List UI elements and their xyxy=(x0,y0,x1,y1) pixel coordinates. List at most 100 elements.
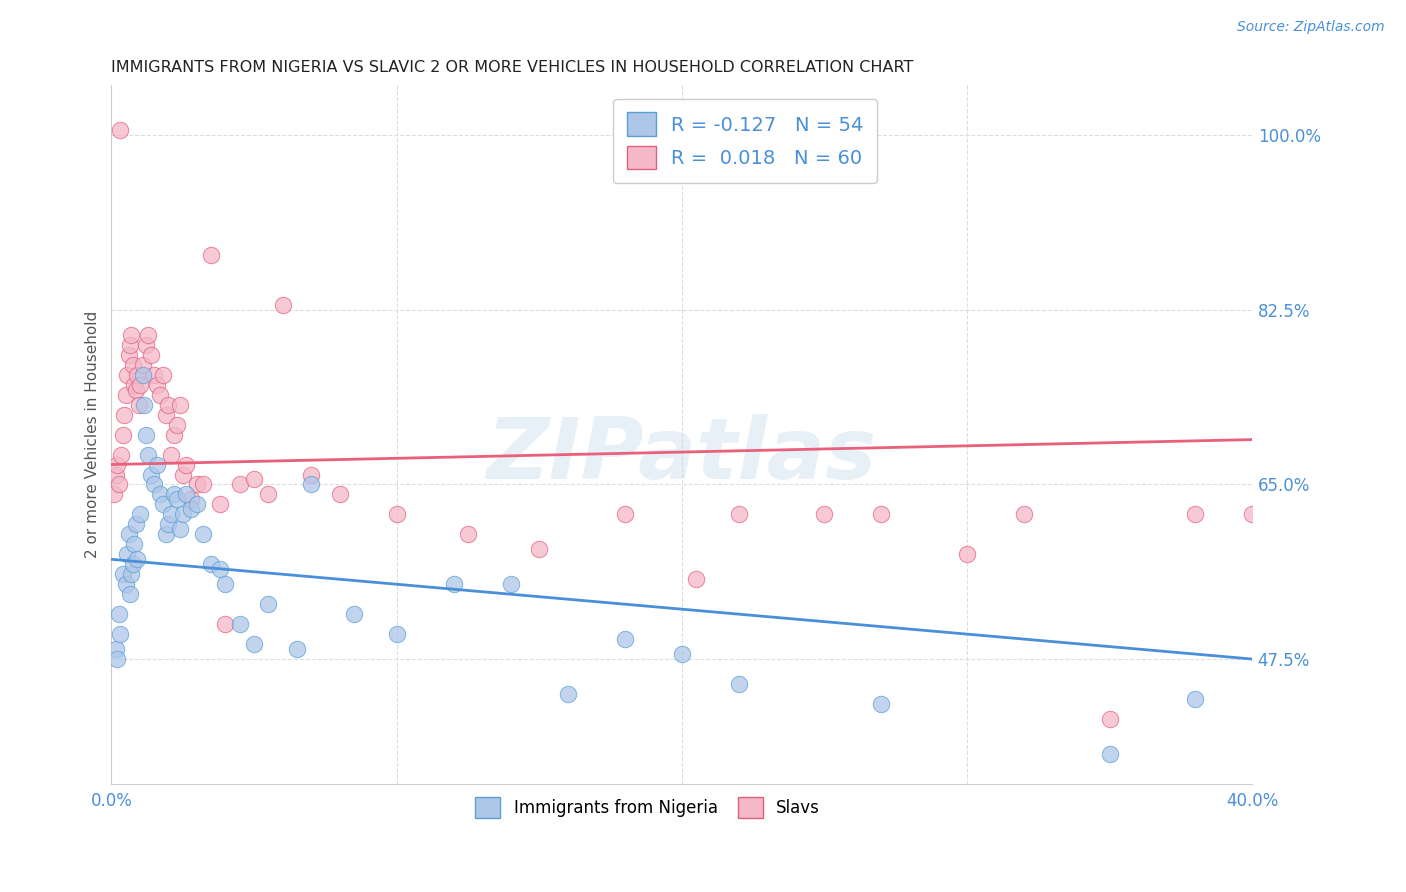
Point xyxy=(208,562,231,576)
Point xyxy=(120,327,142,342)
Point xyxy=(141,467,163,482)
Point xyxy=(285,642,308,657)
Legend: Immigrants from Nigeria, Slavs: Immigrants from Nigeria, Slavs xyxy=(468,790,827,824)
Point xyxy=(111,567,134,582)
Point xyxy=(157,398,180,412)
Point xyxy=(243,473,266,487)
Point xyxy=(163,427,186,442)
Point xyxy=(214,617,236,632)
Point xyxy=(121,358,143,372)
Point xyxy=(271,298,294,312)
Point xyxy=(443,577,465,591)
Point xyxy=(122,377,145,392)
Point xyxy=(166,417,188,432)
Point xyxy=(214,577,236,591)
Point xyxy=(129,508,152,522)
Point xyxy=(114,577,136,591)
Y-axis label: 2 or more Vehicles in Household: 2 or more Vehicles in Household xyxy=(86,311,100,558)
Point xyxy=(146,458,169,472)
Text: IMMIGRANTS FROM NIGERIA VS SLAVIC 2 OR MORE VEHICLES IN HOUSEHOLD CORRELATION CH: IMMIGRANTS FROM NIGERIA VS SLAVIC 2 OR M… xyxy=(111,60,914,75)
Point xyxy=(527,542,550,557)
Point xyxy=(115,547,138,561)
Point xyxy=(125,368,148,382)
Point xyxy=(813,508,835,522)
Point xyxy=(870,697,893,711)
Point xyxy=(110,448,132,462)
Point xyxy=(186,498,208,512)
Point xyxy=(132,358,155,372)
Point xyxy=(257,487,280,501)
Point xyxy=(111,427,134,442)
Point xyxy=(152,498,174,512)
Point xyxy=(956,547,979,561)
Point xyxy=(108,123,131,137)
Point xyxy=(120,567,142,582)
Point xyxy=(104,467,127,482)
Point xyxy=(685,572,707,586)
Point xyxy=(191,527,214,541)
Point xyxy=(613,508,636,522)
Point xyxy=(107,477,129,491)
Point xyxy=(124,383,146,397)
Point xyxy=(174,487,197,501)
Text: Source: ZipAtlas.com: Source: ZipAtlas.com xyxy=(1237,20,1385,34)
Point xyxy=(163,487,186,501)
Point xyxy=(107,607,129,622)
Point xyxy=(152,368,174,382)
Point xyxy=(174,458,197,472)
Point xyxy=(727,677,749,691)
Point xyxy=(157,517,180,532)
Point xyxy=(385,627,408,641)
Point xyxy=(143,368,166,382)
Point xyxy=(229,477,252,491)
Point xyxy=(135,427,157,442)
Point xyxy=(200,248,222,262)
Point xyxy=(243,637,266,651)
Point xyxy=(105,458,128,472)
Point xyxy=(1098,747,1121,761)
Point xyxy=(118,587,141,601)
Point xyxy=(499,577,522,591)
Point xyxy=(208,498,231,512)
Point xyxy=(143,477,166,491)
Point xyxy=(1184,692,1206,706)
Point xyxy=(121,558,143,572)
Point xyxy=(128,398,150,412)
Point xyxy=(118,338,141,352)
Point xyxy=(115,368,138,382)
Point xyxy=(105,652,128,666)
Point xyxy=(149,388,172,402)
Point xyxy=(112,408,135,422)
Point xyxy=(180,502,202,516)
Point xyxy=(191,477,214,491)
Point xyxy=(125,552,148,566)
Point xyxy=(155,527,177,541)
Point xyxy=(114,388,136,402)
Point xyxy=(186,477,208,491)
Point xyxy=(166,492,188,507)
Point xyxy=(727,508,749,522)
Point xyxy=(149,487,172,501)
Point xyxy=(343,607,366,622)
Point xyxy=(122,537,145,551)
Point xyxy=(138,327,160,342)
Point xyxy=(141,348,163,362)
Point xyxy=(671,647,693,661)
Point xyxy=(124,517,146,532)
Point xyxy=(129,377,152,392)
Point xyxy=(169,398,191,412)
Point xyxy=(160,508,183,522)
Point xyxy=(299,477,322,491)
Point xyxy=(257,597,280,611)
Point xyxy=(1241,508,1264,522)
Point xyxy=(180,492,202,507)
Point xyxy=(103,487,125,501)
Point xyxy=(299,467,322,482)
Point xyxy=(138,448,160,462)
Point xyxy=(146,377,169,392)
Point xyxy=(1184,508,1206,522)
Point xyxy=(200,558,222,572)
Point xyxy=(172,467,194,482)
Point xyxy=(108,627,131,641)
Point xyxy=(135,338,157,352)
